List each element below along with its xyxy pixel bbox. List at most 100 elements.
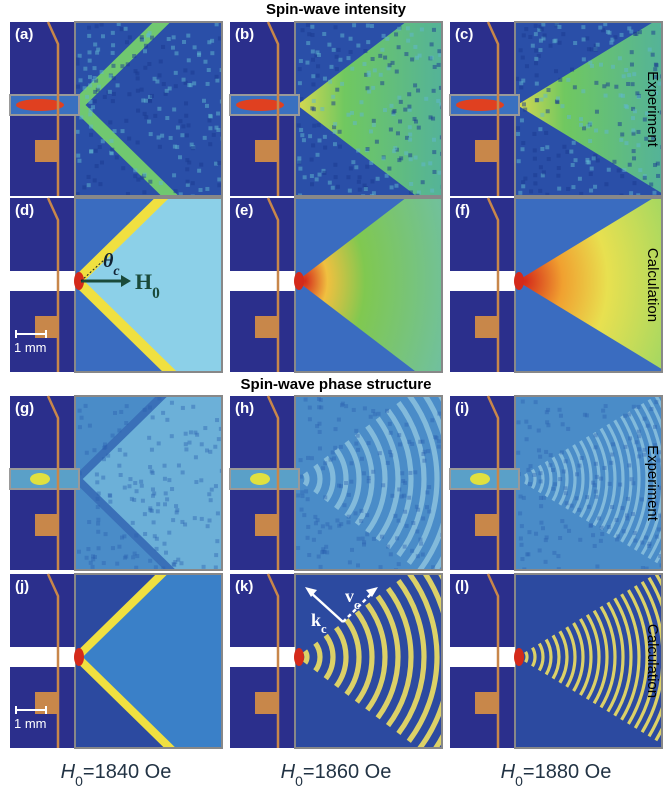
speckle [91, 554, 95, 558]
speckle [535, 82, 539, 86]
speckle [214, 553, 218, 557]
speckle [125, 40, 129, 44]
speckle [380, 81, 384, 85]
speckle [100, 70, 104, 74]
speckle [590, 64, 594, 68]
speckle [354, 429, 358, 433]
source [514, 272, 524, 290]
speckle [318, 430, 322, 434]
speckle [337, 484, 341, 488]
speckle [410, 442, 414, 446]
speckle [581, 25, 585, 29]
speckle [651, 53, 655, 57]
speckle [162, 542, 166, 546]
speckle [427, 509, 431, 513]
speckle [167, 531, 171, 535]
speckle [534, 49, 538, 53]
speckle [571, 163, 575, 167]
speckle [376, 177, 380, 181]
speckle [158, 73, 162, 77]
speckle [84, 404, 88, 408]
speckle [630, 63, 634, 67]
speckle [193, 431, 197, 435]
speckle [643, 417, 647, 421]
speckle [626, 82, 630, 86]
speckle [163, 477, 167, 481]
speckle [100, 160, 104, 164]
speckle [519, 85, 523, 89]
speckle [534, 61, 538, 65]
panel-label: (c) [455, 26, 473, 43]
speckle [324, 545, 328, 549]
speckle [588, 139, 592, 143]
speckle [302, 138, 306, 142]
speckle [638, 168, 642, 172]
field-symbol: H [501, 761, 516, 783]
speckle [203, 60, 207, 64]
speckle [579, 123, 583, 127]
speckle [108, 494, 112, 498]
speckle [298, 167, 302, 171]
speckle [417, 126, 421, 130]
speckle [88, 83, 92, 87]
speckle [424, 97, 428, 101]
speckle [113, 129, 117, 133]
speckle [339, 445, 343, 449]
speckle [135, 489, 139, 493]
speckle [622, 74, 626, 78]
speckle [408, 125, 412, 129]
speckle [200, 442, 204, 446]
speckle [385, 174, 389, 178]
speckle [199, 478, 203, 482]
speckle [331, 101, 335, 105]
speckle [150, 94, 154, 98]
speckle [566, 78, 570, 82]
speckle [207, 118, 211, 122]
speckle [577, 464, 581, 468]
speckle [380, 48, 384, 52]
speckle [308, 134, 312, 138]
speckle [139, 480, 143, 484]
speckle [437, 439, 441, 443]
speckle [604, 182, 608, 186]
speckle [93, 76, 97, 80]
speckle [633, 531, 637, 535]
speckle [317, 405, 321, 409]
speckle [607, 525, 611, 529]
speckle [428, 161, 432, 165]
speckle [311, 58, 315, 62]
speckle [437, 412, 441, 416]
speckle [352, 408, 356, 412]
speckle [310, 174, 314, 178]
speckle [405, 524, 409, 528]
speckle [397, 562, 401, 566]
theta-label-sub: c [113, 264, 120, 279]
speckle [363, 184, 367, 188]
speckle [397, 433, 401, 437]
speckle [362, 540, 366, 544]
speckle [332, 48, 336, 52]
speckle [306, 23, 310, 27]
speckle [606, 30, 610, 34]
speckle [411, 521, 415, 525]
speckle [624, 445, 628, 449]
speckle [315, 50, 319, 54]
speckle [389, 431, 393, 435]
speckle [529, 464, 533, 468]
speckle [217, 177, 221, 181]
speckle [119, 410, 123, 414]
speckle [538, 127, 542, 131]
speckle [414, 156, 418, 160]
speckle [133, 481, 137, 485]
speckle [610, 453, 614, 457]
speckle [149, 132, 153, 136]
speckle [349, 166, 353, 170]
speckle [636, 143, 640, 147]
speckle [316, 74, 320, 78]
speckle [360, 457, 364, 461]
speckle [93, 178, 97, 182]
speckle [372, 123, 376, 127]
speckle [366, 40, 370, 44]
speckle [599, 477, 603, 481]
speckle [360, 113, 364, 117]
